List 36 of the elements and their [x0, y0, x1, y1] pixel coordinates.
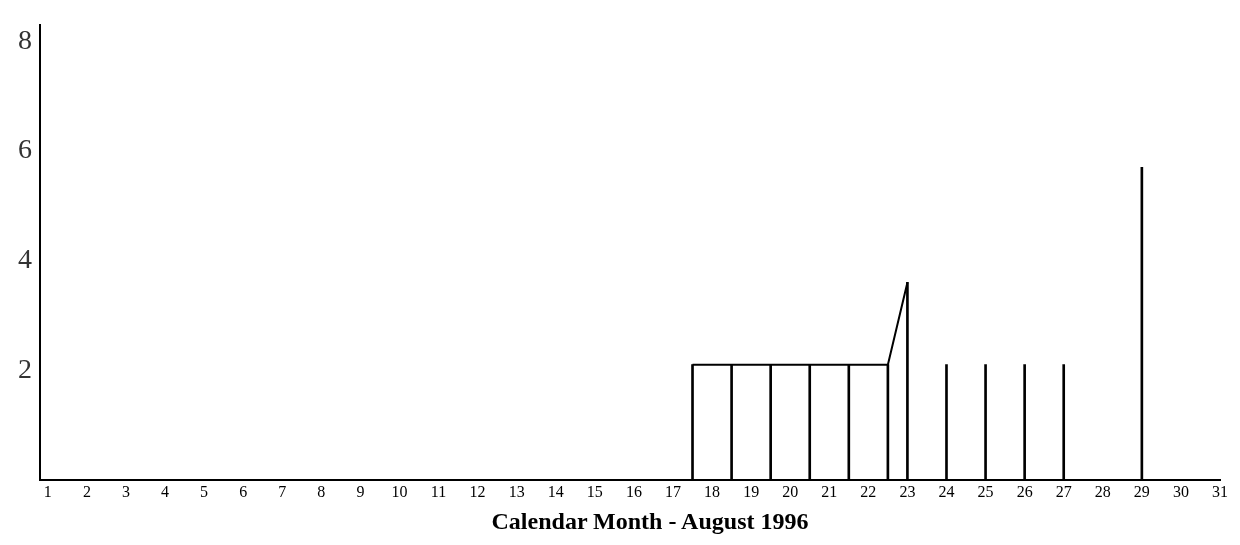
x-tick-label: 19 [743, 482, 760, 500]
x-tick-label: 12 [469, 482, 486, 500]
x-tick-label: 2 [82, 482, 91, 500]
x-axis-title: Calendar Month - August 1996 [490, 508, 810, 535]
x-tick-label: 6 [239, 482, 248, 500]
x-tick-label: 18 [704, 482, 721, 500]
x-tick-label: 11 [430, 482, 447, 500]
x-tick-label: 23 [899, 482, 916, 500]
x-tick-label: 8 [317, 482, 326, 500]
x-tick-label: 1 [43, 482, 52, 500]
x-tick-label: 4 [161, 482, 170, 500]
x-tick-label: 16 [625, 482, 642, 500]
y-tick-label: 6 [18, 133, 32, 165]
x-tick-label: 17 [664, 482, 681, 500]
x-tick-label: 26 [1016, 482, 1033, 500]
x-tick-label: 29 [1133, 482, 1150, 500]
x-tick-label: 15 [586, 482, 603, 500]
x-tick-label: 21 [821, 482, 838, 500]
x-tick-label: 7 [278, 482, 287, 500]
x-tick-label: 14 [547, 482, 564, 500]
x-tick-label: 30 [1172, 482, 1189, 500]
x-tick-label: 9 [356, 482, 365, 500]
x-tick-label: 5 [200, 482, 209, 500]
x-tick-label: 25 [977, 482, 994, 500]
x-tick-label: 13 [508, 482, 525, 500]
y-tick-label: 2 [18, 352, 32, 384]
x-tick-label: 31 [1212, 482, 1228, 500]
y-tick-label: 8 [18, 23, 32, 55]
x-tick-label: 27 [1055, 482, 1072, 500]
y-tick-label: 4 [18, 242, 32, 274]
x-tick-label: 10 [391, 482, 408, 500]
x-tick-label: 3 [121, 482, 130, 500]
x-tick-label: 22 [860, 482, 877, 500]
x-tick-label: 24 [938, 482, 955, 500]
x-tick-label: 28 [1094, 482, 1111, 500]
x-tick-label: 20 [782, 482, 799, 500]
